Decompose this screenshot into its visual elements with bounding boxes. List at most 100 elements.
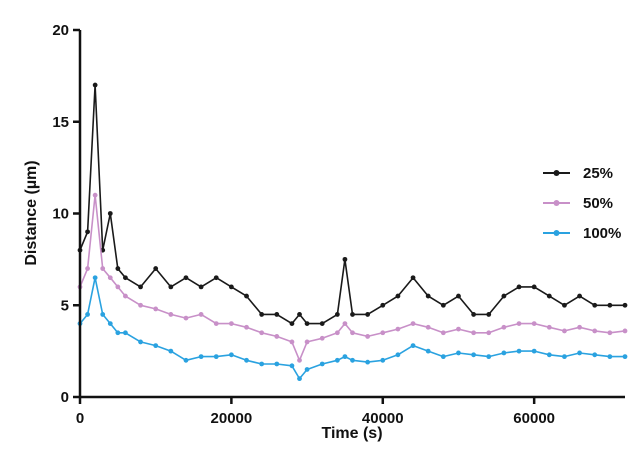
data-point bbox=[297, 312, 302, 317]
data-point bbox=[198, 312, 204, 317]
data-point bbox=[168, 312, 174, 317]
x-tick-label: 20000 bbox=[211, 410, 253, 427]
legend-item: 25% bbox=[543, 165, 613, 182]
legend-marker bbox=[553, 230, 560, 236]
legend: 25% 50% 100% bbox=[543, 165, 621, 242]
data-point bbox=[380, 330, 386, 336]
data-point bbox=[289, 339, 295, 345]
data-point bbox=[228, 321, 234, 326]
data-point bbox=[471, 330, 477, 336]
data-point bbox=[425, 324, 431, 330]
data-point bbox=[425, 293, 431, 299]
data-point bbox=[546, 293, 552, 299]
x-axis-title: Time (s) bbox=[321, 425, 382, 442]
data-point bbox=[228, 352, 234, 358]
data-point bbox=[107, 211, 113, 216]
data-point bbox=[183, 315, 189, 321]
data-point bbox=[274, 312, 280, 317]
data-point bbox=[486, 354, 492, 360]
data-point bbox=[123, 275, 128, 281]
data-point bbox=[562, 354, 567, 360]
data-point bbox=[546, 324, 552, 330]
data-point bbox=[577, 350, 582, 356]
data-point bbox=[304, 321, 310, 326]
data-point bbox=[100, 266, 106, 271]
data-point bbox=[100, 312, 106, 317]
data-point bbox=[213, 321, 219, 326]
data-point bbox=[395, 326, 401, 332]
data-point bbox=[168, 348, 174, 354]
data-point bbox=[334, 330, 340, 336]
data-point bbox=[410, 275, 416, 281]
data-point bbox=[153, 306, 159, 312]
data-point bbox=[592, 302, 598, 308]
data-point bbox=[410, 343, 416, 349]
data-point bbox=[115, 284, 121, 290]
data-point bbox=[334, 312, 340, 317]
series-1 bbox=[77, 82, 628, 326]
data-point bbox=[516, 348, 522, 354]
data-point bbox=[259, 361, 265, 367]
data-point bbox=[259, 330, 265, 336]
data-point bbox=[607, 330, 613, 336]
data-point bbox=[486, 312, 492, 317]
data-point bbox=[297, 357, 302, 363]
data-point bbox=[365, 334, 371, 339]
series-line bbox=[79, 84, 625, 325]
data-point bbox=[228, 284, 234, 290]
data-point bbox=[380, 357, 386, 363]
data-point bbox=[350, 330, 355, 336]
x-tick-label: 60000 bbox=[513, 410, 555, 427]
data-point bbox=[562, 302, 567, 308]
data-point bbox=[592, 328, 598, 334]
data-point bbox=[577, 293, 582, 299]
data-point bbox=[92, 192, 98, 198]
data-point bbox=[516, 321, 522, 326]
y-axis-title: Distance (µm) bbox=[23, 160, 40, 265]
data-point bbox=[153, 266, 159, 271]
data-point bbox=[198, 354, 204, 360]
data-point bbox=[107, 321, 113, 326]
data-point bbox=[501, 324, 507, 330]
legend-marker bbox=[553, 200, 560, 206]
data-point bbox=[342, 354, 348, 360]
data-point bbox=[380, 302, 386, 308]
data-point bbox=[138, 284, 143, 290]
data-point bbox=[198, 284, 204, 290]
data-point bbox=[531, 284, 537, 290]
data-point bbox=[607, 354, 613, 360]
data-point bbox=[153, 343, 159, 349]
data-point bbox=[274, 361, 280, 367]
data-point bbox=[395, 293, 401, 299]
data-point bbox=[531, 348, 537, 354]
data-point bbox=[213, 354, 219, 360]
legend-label: 25% bbox=[583, 165, 613, 182]
data-point bbox=[138, 339, 143, 345]
data-point bbox=[622, 354, 628, 360]
data-point bbox=[350, 357, 355, 363]
data-point bbox=[85, 229, 90, 235]
legend-item: 100% bbox=[543, 225, 621, 242]
data-point bbox=[319, 361, 325, 367]
data-point bbox=[297, 376, 302, 382]
data-point bbox=[410, 321, 416, 326]
data-point bbox=[546, 352, 552, 358]
data-point bbox=[274, 334, 280, 339]
data-point bbox=[319, 321, 325, 326]
data-point bbox=[456, 293, 461, 299]
data-point bbox=[471, 352, 477, 358]
data-point bbox=[289, 363, 295, 369]
y-tick-label: 10 bbox=[52, 206, 69, 223]
data-point bbox=[577, 324, 582, 330]
data-point bbox=[501, 293, 507, 299]
data-point bbox=[115, 266, 121, 271]
data-point bbox=[365, 312, 371, 317]
data-point bbox=[471, 312, 477, 317]
data-point bbox=[440, 354, 446, 360]
legend-label: 100% bbox=[583, 225, 621, 242]
data-point bbox=[213, 275, 219, 281]
data-point bbox=[531, 321, 537, 326]
data-point bbox=[85, 266, 90, 271]
data-point bbox=[289, 321, 295, 326]
